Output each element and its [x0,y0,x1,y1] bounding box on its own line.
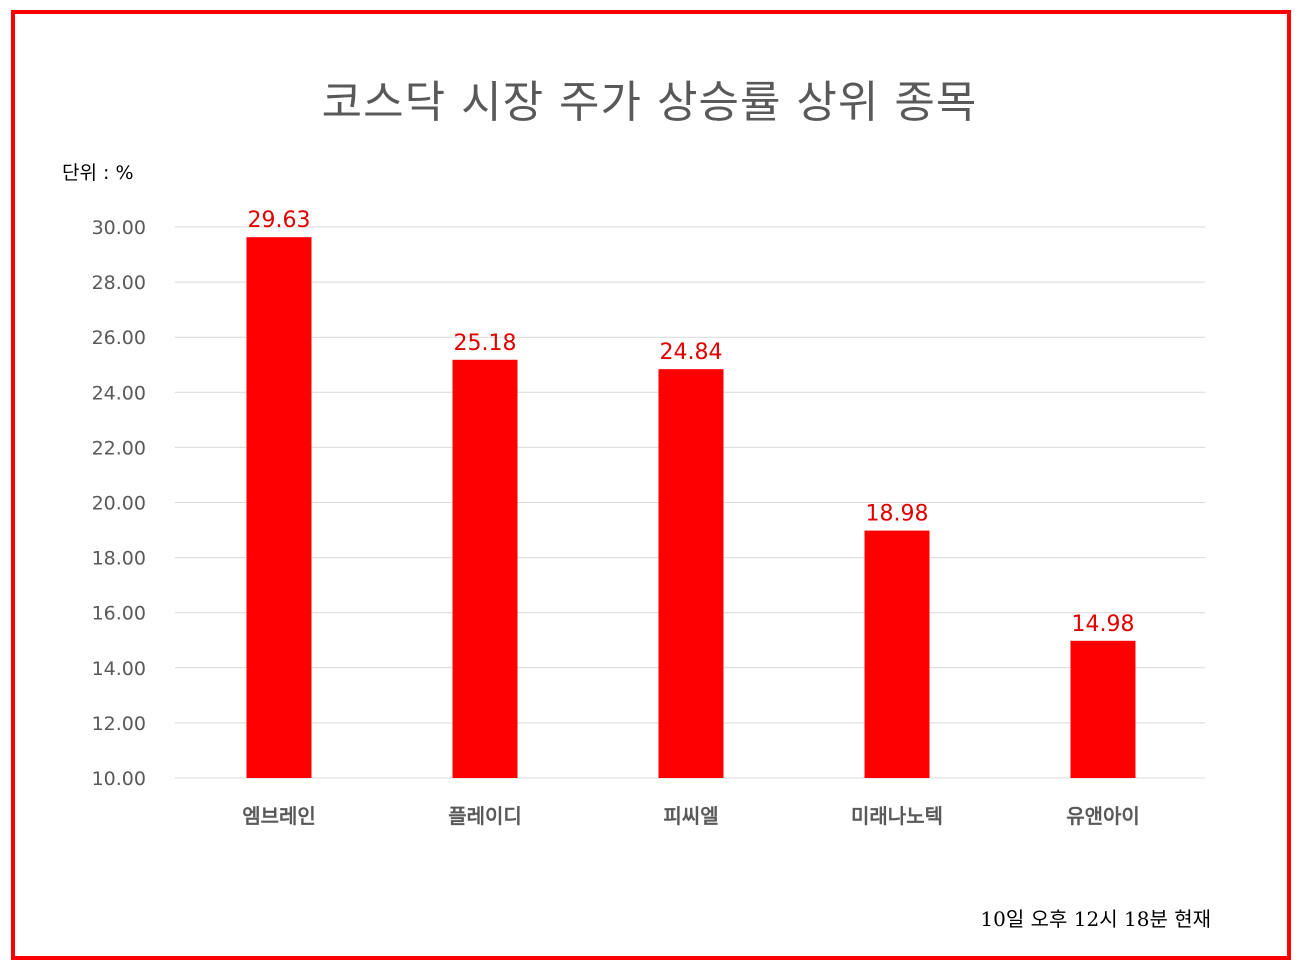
y-tick-label: 24.00 [92,382,146,404]
category-label: 엠브레인 [242,804,316,828]
y-axis-ticks: 10.00 12.00 14.00 16.00 18.00 20.00 22.00 24.00… [92,217,146,790]
y-tick-label: 10.00 [92,768,146,790]
bar [452,359,518,778]
y-tick-label: 12.00 [92,713,146,735]
bars [246,237,1136,779]
y-tick-label: 26.00 [92,327,146,349]
data-labels: 29.63 25.18 24.84 18.98 14.98 [248,208,1135,637]
data-label: 14.98 [1072,612,1135,637]
y-tick-label: 20.00 [92,493,146,515]
footnote: 10일 오후 12시 18분 현재 [980,907,1211,931]
category-label: 피씨엘 [663,804,718,828]
category-labels: 엠브레인 플레이디 피씨엘 미래나노텍 유앤아이 [242,804,1140,828]
data-label: 29.63 [248,208,311,233]
unit-label: 단위 : % [62,162,134,184]
data-label: 18.98 [866,502,929,527]
y-tick-label: 22.00 [92,437,146,459]
category-label: 플레이디 [448,804,522,828]
y-tick-label: 16.00 [92,603,146,625]
category-label: 유앤아이 [1066,804,1140,828]
y-tick-label: 30.00 [92,217,146,239]
y-tick-label: 28.00 [92,272,146,294]
bar [658,369,724,778]
data-label: 25.18 [454,331,517,356]
bar [864,530,930,778]
y-tick-label: 18.00 [92,548,146,570]
bar [246,237,312,779]
chart-title: 코스닥 시장 주가 상승률 상위 종목 [321,77,978,128]
bar [1070,640,1136,778]
y-tick-label: 14.00 [92,658,146,680]
data-label: 24.84 [660,340,723,365]
category-label: 미래나노텍 [851,804,943,828]
chart-frame [11,10,1291,960]
